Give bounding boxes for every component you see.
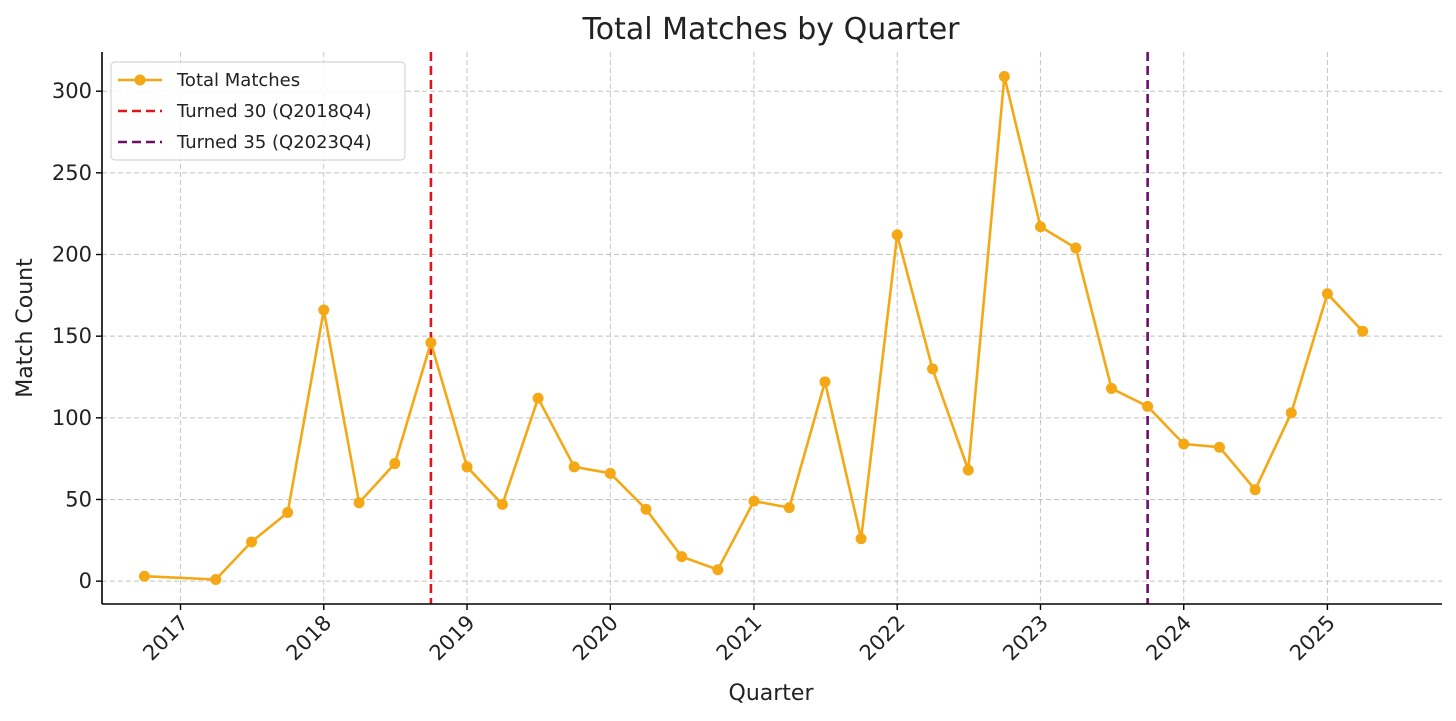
y-tick-label: 150 [52, 324, 92, 348]
legend-label: Total Matches [176, 70, 300, 91]
data-point [640, 503, 652, 515]
x-tick-label: 2020 [568, 611, 623, 666]
data-point [855, 533, 867, 545]
y-axis-label: Match Count [13, 258, 38, 398]
data-point [425, 337, 437, 349]
legend: Total Matches Turned 30 (Q2018Q4) Turned 3… [110, 61, 406, 161]
data-point [1070, 242, 1082, 254]
data-point [891, 229, 903, 241]
y-tick-label: 100 [52, 406, 92, 430]
data-point [138, 570, 150, 582]
data-point [748, 495, 760, 507]
data-point [819, 376, 831, 388]
y-tick-label: 250 [52, 161, 92, 185]
data-point [1142, 400, 1154, 412]
data-point [282, 507, 294, 519]
data-point [962, 464, 974, 476]
data-point [353, 497, 365, 509]
x-tick-label: 2019 [425, 611, 480, 666]
data-point [496, 498, 508, 510]
data-point [1213, 441, 1225, 453]
legend-label: Turned 30 (Q2018Q4) [176, 101, 372, 122]
y-ticks: 0 50 100 150 200 250 300 [52, 79, 102, 593]
data-point [712, 564, 724, 576]
series-total-matches [138, 70, 1369, 586]
grid [102, 52, 1442, 604]
data-point [1106, 382, 1118, 394]
data-point [604, 467, 616, 479]
y-tick-label: 50 [65, 487, 92, 511]
x-tick-label: 2021 [712, 611, 767, 666]
data-point [1321, 288, 1333, 300]
data-point [1285, 407, 1297, 419]
data-point [783, 502, 795, 514]
y-tick-label: 0 [79, 569, 92, 593]
data-point [532, 392, 544, 404]
y-tick-label: 200 [52, 243, 92, 267]
data-point [210, 574, 222, 586]
data-point [927, 363, 939, 375]
x-ticks: 2017 2018 2019 2020 2021 2022 2023 2024 2025 [138, 604, 1340, 665]
x-tick-label: 2017 [138, 611, 193, 666]
data-point [1178, 438, 1190, 450]
data-point [676, 551, 688, 563]
x-tick-label: 2023 [998, 611, 1053, 666]
data-point [318, 304, 330, 316]
x-tick-label: 2022 [855, 611, 910, 666]
x-axis-label: Quarter [729, 681, 815, 706]
x-tick-label: 2025 [1285, 611, 1340, 666]
data-point [461, 461, 473, 473]
axes [101, 52, 1442, 605]
series-line [144, 75, 1364, 581]
reference-lines [429, 52, 1149, 604]
legend-label: Turned 35 (Q2023Q4) [176, 132, 372, 153]
y-tick-label: 300 [52, 79, 92, 103]
chart-title: Total Matches by Quarter [582, 12, 961, 47]
legend-box [110, 61, 406, 161]
data-point [1249, 484, 1261, 496]
data-point [389, 458, 401, 470]
x-tick-label: 2018 [282, 611, 337, 666]
data-point [1034, 221, 1046, 233]
legend-marker [134, 74, 146, 86]
data-point [568, 461, 580, 473]
data-point [1357, 325, 1369, 337]
data-point [246, 536, 258, 548]
x-tick-label: 2024 [1142, 611, 1197, 666]
data-point [998, 70, 1010, 82]
